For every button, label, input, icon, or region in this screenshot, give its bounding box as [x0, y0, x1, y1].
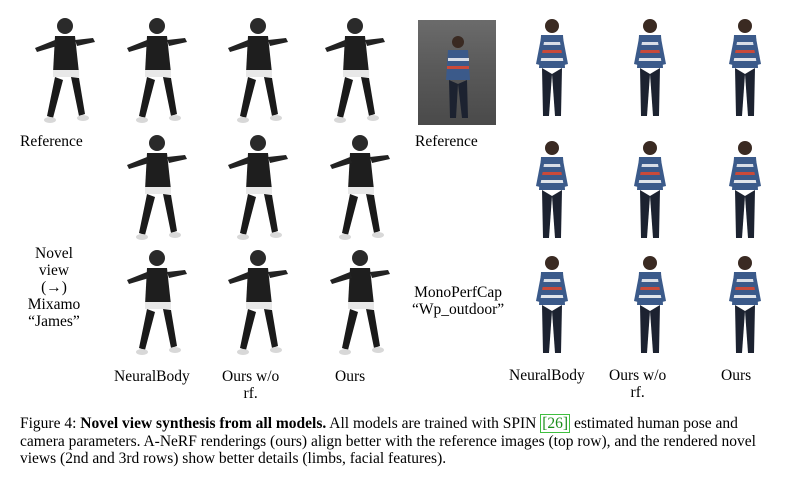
left-figure-grid: [35, 18, 761, 355]
right-side-label: MonoPerfCap “Wp_outdoor”: [412, 284, 505, 318]
left-col-label-neuralbody: NeuralBody: [114, 368, 190, 385]
left-reference-label: Reference: [20, 133, 83, 150]
right-col-label-neuralbody: NeuralBody: [509, 367, 585, 384]
right-reference-photo: [418, 20, 496, 125]
caption-text2: estimated human pose and camera paramete…: [20, 415, 756, 467]
caption-prefix: Figure 4:: [20, 415, 81, 432]
citation-link[interactable]: [26]: [540, 414, 571, 433]
left-col-label-ours-wo-rf: Ours w/o rf.: [222, 368, 280, 402]
caption-text1: All models are trained with SPIN: [326, 415, 541, 432]
caption-bold: Novel view synthesis from all models.: [80, 415, 327, 432]
left-reference-figure: [35, 18, 95, 123]
right-reference-label: Reference: [415, 133, 478, 150]
left-side-label: Novel view (→) Mixamo “James”: [27, 245, 81, 330]
reference-person-figure: [446, 36, 470, 118]
figure-caption: Figure 4: Novel view synthesis from all …: [20, 414, 780, 468]
right-col-label-ours-wo-rf: Ours w/o rf.: [609, 367, 667, 401]
right-col-label-ours: Ours: [721, 367, 752, 384]
left-col-label-ours: Ours: [335, 368, 366, 385]
